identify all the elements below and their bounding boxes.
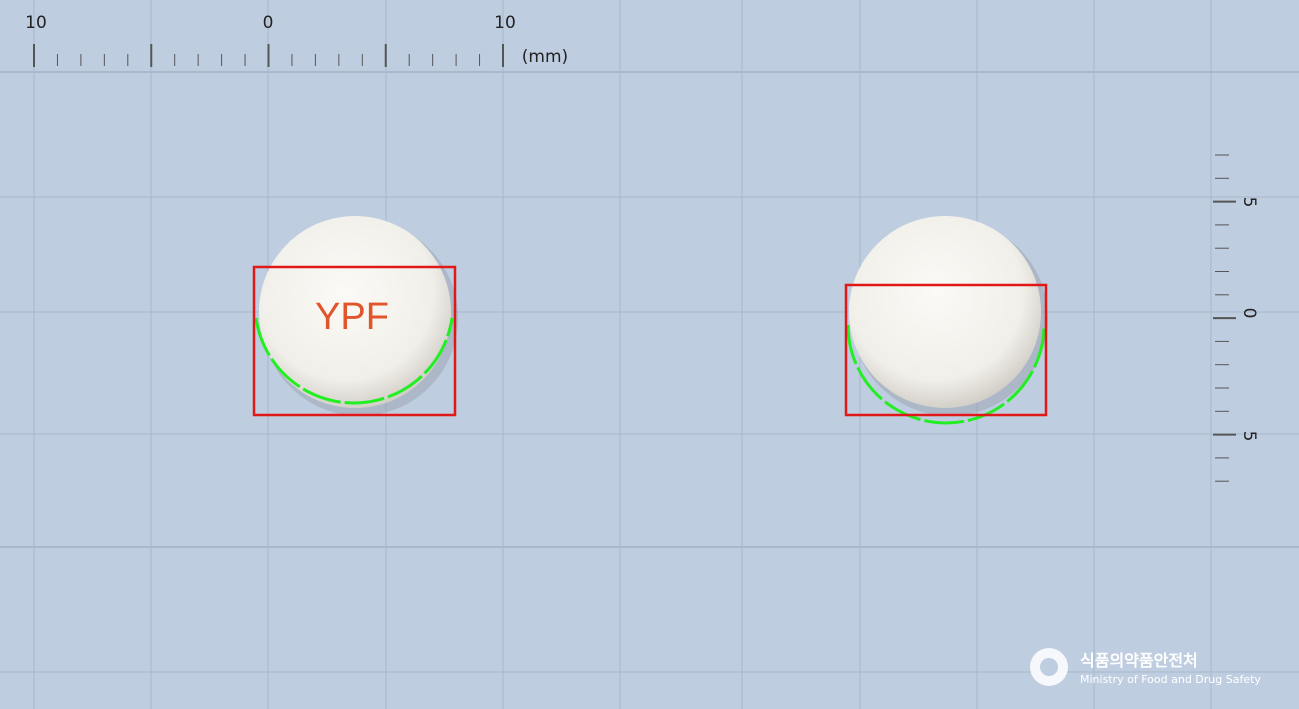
ruler-label: 0	[263, 13, 274, 33]
logo-korean: 식품의약품안전처	[1080, 651, 1198, 670]
ruler-unit: (mm)	[522, 47, 568, 67]
ruler	[33, 44, 1236, 482]
ruler-label: 10	[25, 13, 47, 33]
logo: 식품의약품안전처 Ministry of Food and Drug Safet…	[1030, 648, 1261, 686]
imprint: YPF	[315, 296, 389, 338]
ruler-label: 5	[1239, 197, 1259, 208]
ruler-label: 10	[494, 13, 516, 33]
pill-front: YPF	[252, 216, 458, 417]
ruler-label: 5	[1239, 431, 1259, 442]
logo-english: Ministry of Food and Drug Safety	[1080, 673, 1261, 686]
ruler-label: 0	[1239, 308, 1259, 319]
pill-back	[844, 216, 1048, 425]
